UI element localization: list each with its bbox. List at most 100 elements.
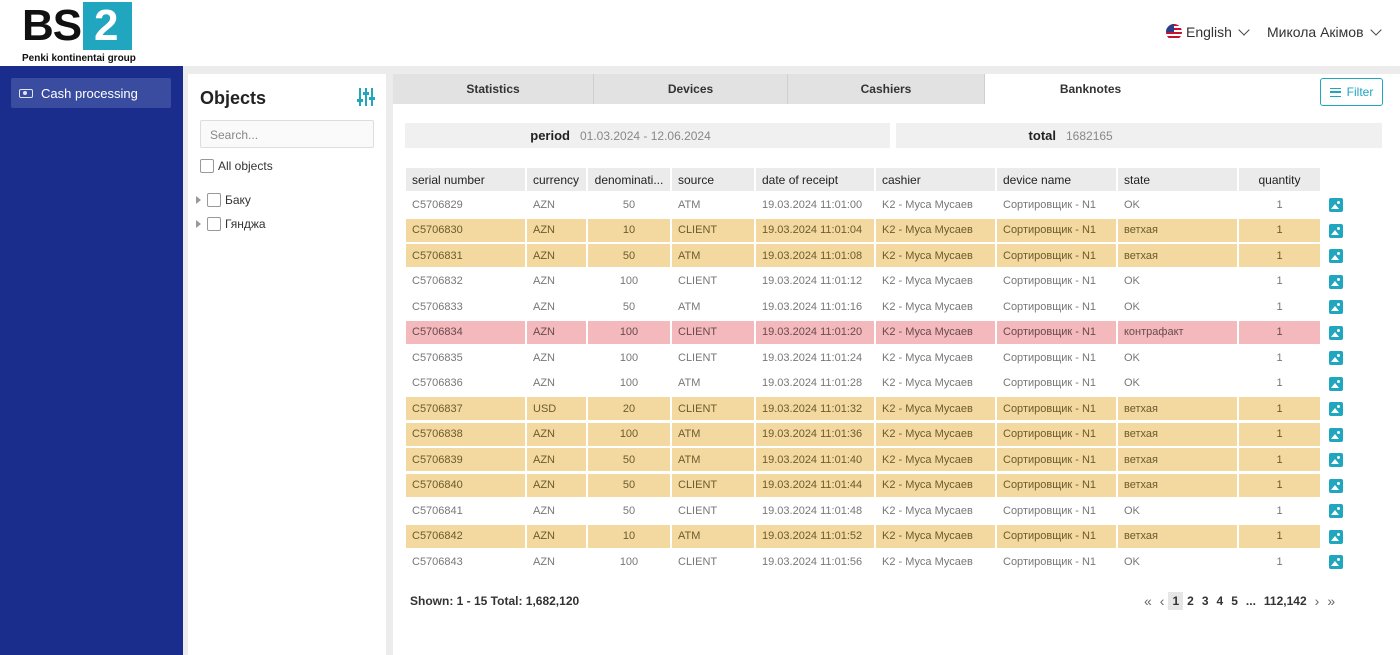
cell-quantity: 1 [1239, 320, 1320, 344]
image-icon[interactable] [1329, 351, 1343, 365]
table-row[interactable]: C5706838 AZN 100 ATM 19.03.2024 11:01:36 K2 -… [406, 422, 1322, 447]
filter-button[interactable]: Filter [1320, 78, 1383, 106]
table-row[interactable]: C5706842 AZN 10 ATM 19.03.2024 11:01:52 K2 - … [406, 524, 1322, 549]
tab-statistics[interactable]: Statistics [393, 74, 594, 104]
table-row[interactable]: C5706841 AZN 50 CLIENT 19.03.2024 11:01:48 K2… [406, 499, 1322, 523]
page-button[interactable]: 1 [1168, 592, 1184, 610]
image-icon[interactable] [1329, 376, 1343, 391]
table-row[interactable]: C5706837 USD 20 CLIENT 19.03.2024 11:01:32 K2… [406, 397, 1322, 421]
page-button[interactable]: 3 [1201, 594, 1209, 608]
table-row[interactable]: C5706840 AZN 50 CLIENT 19.03.2024 11:01:44 K2… [406, 473, 1322, 498]
cell-source[interactable]: source [672, 168, 754, 191]
cell-device-name: Сортировщик - N1 [997, 346, 1116, 369]
filter-label: Filter [1346, 85, 1374, 99]
cell-cashier[interactable]: cashier [876, 168, 995, 191]
cell-quantity: 1 [1239, 473, 1320, 497]
table-row[interactable]: C5706833 AZN 50 ATM 19.03.2024 11:01:16 K2 - … [406, 295, 1322, 319]
image-icon[interactable] [1329, 478, 1343, 493]
tab-devices[interactable]: Devices [594, 74, 788, 104]
all-objects-checkbox[interactable]: All objects [200, 159, 273, 173]
cell-denominati: 50 [588, 499, 670, 522]
cell-date-of-receipt: 19.03.2024 11:01:12 [756, 269, 874, 293]
cell-quantity[interactable]: quantity [1239, 168, 1320, 191]
image-icon[interactable] [1329, 223, 1343, 238]
cell-currency[interactable]: currency [527, 168, 586, 191]
chevron-down-icon [1238, 24, 1250, 36]
cell-serial-number: C5706831 [406, 244, 525, 267]
table-row[interactable]: C5706832 AZN 100 CLIENT 19.03.2024 11:01:12 K… [406, 269, 1322, 294]
table-row[interactable]: C5706829 AZN 50 ATM 19.03.2024 11:01:00 K2 - … [406, 193, 1322, 217]
user-menu[interactable]: Микола Акімов [1267, 24, 1382, 40]
cell-state[interactable]: state [1118, 168, 1237, 191]
image-icon[interactable] [1329, 529, 1343, 544]
table-header-row[interactable]: serial number currency denominati... source… [406, 168, 1322, 192]
table-row[interactable]: C5706836 AZN 100 ATM 19.03.2024 11:01:28 K2 -… [406, 371, 1322, 396]
image-icon[interactable] [1329, 325, 1343, 340]
tree-item-baku[interactable]: Баку [196, 193, 251, 207]
cell-cashier: K2 - Муса Мусаев [876, 448, 995, 471]
tab-cashiers[interactable]: Cashiers [788, 74, 985, 104]
table-row[interactable]: C5706834 AZN 100 CLIENT 19.03.2024 11:01:20 K… [406, 320, 1322, 345]
first-page-icon[interactable]: « [1144, 593, 1152, 609]
sidebar-item-cash-processing[interactable]: Cash processing [11, 78, 171, 108]
cell-cashier: K2 - Муса Мусаев [876, 244, 995, 267]
cell-state: OK [1118, 295, 1237, 318]
image-icon[interactable] [1329, 504, 1343, 518]
cell-device-name: Сортировщик - N1 [997, 218, 1116, 242]
cell-denominati[interactable]: denominati... [588, 168, 670, 191]
table-row[interactable]: C5706835 AZN 100 CLIENT 19.03.2024 11:01:24 K… [406, 346, 1322, 370]
table-row[interactable]: C5706830 AZN 10 CLIENT 19.03.2024 11:01:04 K2… [406, 218, 1322, 243]
table-row[interactable]: C5706831 AZN 50 ATM 19.03.2024 11:01:08 K2 - … [406, 244, 1322, 268]
page-button[interactable]: 5 [1231, 594, 1238, 608]
cell-state: OK [1118, 371, 1237, 395]
cell-serial-number[interactable]: serial number [406, 168, 525, 191]
cell-state: ветхая [1118, 218, 1237, 242]
period-value[interactable]: 01.03.2024 - 12.06.2024 [580, 128, 711, 143]
expand-arrow-icon[interactable] [196, 220, 201, 228]
next-page-icon[interactable]: › [1314, 593, 1320, 609]
logo-subtitle: Penki kontinentai group [22, 53, 136, 64]
image-icon[interactable] [1329, 453, 1343, 467]
image-icon[interactable] [1329, 249, 1343, 263]
checkbox[interactable] [207, 217, 221, 231]
last-page-icon[interactable]: » [1327, 593, 1336, 609]
cell-serial-number: C5706829 [406, 193, 525, 216]
cell-denominati: 50 [588, 473, 670, 497]
image-icon[interactable] [1329, 555, 1343, 569]
page-button[interactable]: 4 [1216, 594, 1224, 608]
cell-quantity: 1 [1239, 397, 1320, 420]
page-button[interactable]: 112,142 [1263, 594, 1307, 608]
cell-currency: AZN [527, 524, 586, 548]
cell-date-of-receipt[interactable]: date of receipt [756, 168, 874, 191]
cell-denominati: 10 [588, 524, 670, 548]
tree-item-ganja[interactable]: Гянджа [196, 217, 266, 231]
table-row[interactable]: C5706839 AZN 50 ATM 19.03.2024 11:01:40 K2 - … [406, 448, 1322, 472]
expand-arrow-icon[interactable] [196, 196, 201, 204]
cell-source: CLIENT [672, 320, 754, 344]
image-icon[interactable] [1329, 427, 1343, 442]
cell-date-of-receipt: 19.03.2024 11:01:52 [756, 524, 874, 548]
cell-device-name[interactable]: device name [997, 168, 1116, 191]
sliders-icon[interactable] [357, 88, 375, 106]
cell-denominati: 50 [588, 448, 670, 471]
search-input[interactable]: Search... [200, 120, 374, 148]
cell-denominati: 100 [588, 346, 670, 369]
prev-page-icon[interactable]: ‹ [1159, 593, 1165, 609]
cell-currency: AZN [527, 295, 586, 318]
logo[interactable]: BS 2 Penki kontinentai group [22, 2, 136, 65]
image-icon[interactable] [1329, 274, 1343, 289]
cell-quantity: 1 [1239, 550, 1320, 573]
image-icon[interactable] [1329, 198, 1343, 212]
page-button[interactable]: 2 [1187, 594, 1194, 608]
table-row[interactable]: C5706843 AZN 100 CLIENT 19.03.2024 11:01:56 K… [406, 550, 1322, 574]
cell-source: ATM [672, 448, 754, 471]
cell-device-name: Сортировщик - N1 [997, 371, 1116, 395]
image-icon[interactable] [1329, 300, 1343, 314]
language-selector[interactable]: English [1166, 24, 1250, 40]
cell-serial-number: C5706834 [406, 320, 525, 344]
checkbox[interactable] [207, 193, 221, 207]
tab-banknotes[interactable]: Banknotes [985, 74, 1196, 104]
image-icon[interactable] [1329, 402, 1343, 416]
checkbox[interactable] [200, 159, 214, 173]
cell-date-of-receipt: 19.03.2024 11:01:04 [756, 218, 874, 242]
